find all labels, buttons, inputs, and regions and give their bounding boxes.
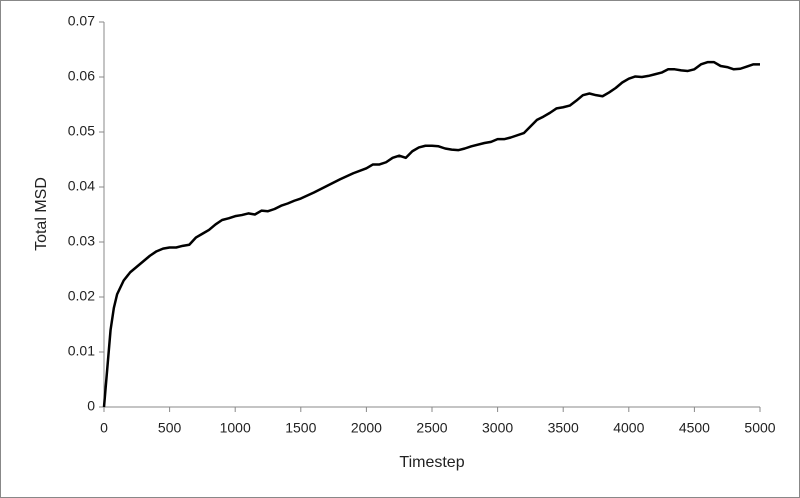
x-axis-title: Timestep [399,454,464,471]
y-tick-label: 0.04 [68,178,95,194]
y-tick-label: 0.07 [68,13,95,29]
y-tick-label: 0.02 [68,288,95,304]
x-tick-label: 4000 [613,420,644,436]
y-axis-title: Total MSD [33,177,50,251]
y-tick-label: 0.05 [68,123,95,139]
y-tick-label: 0 [87,398,95,414]
x-tick-label: 3500 [548,420,579,436]
x-tick-label: 4500 [679,420,710,436]
x-tick-label: 1000 [220,420,251,436]
x-tick-label: 500 [158,420,182,436]
x-tick-label: 5000 [744,420,775,436]
x-tick-label: 2500 [416,420,447,436]
y-tick-label: 0.03 [68,233,95,249]
x-tick-label: 0 [100,420,108,436]
x-tick-label: 2000 [351,420,382,436]
x-tick-label: 3000 [482,420,513,436]
x-tick-label: 1500 [285,420,316,436]
y-tick-label: 0.01 [68,343,95,359]
line [102,60,760,408]
y-tick-label: 0.06 [68,68,95,84]
